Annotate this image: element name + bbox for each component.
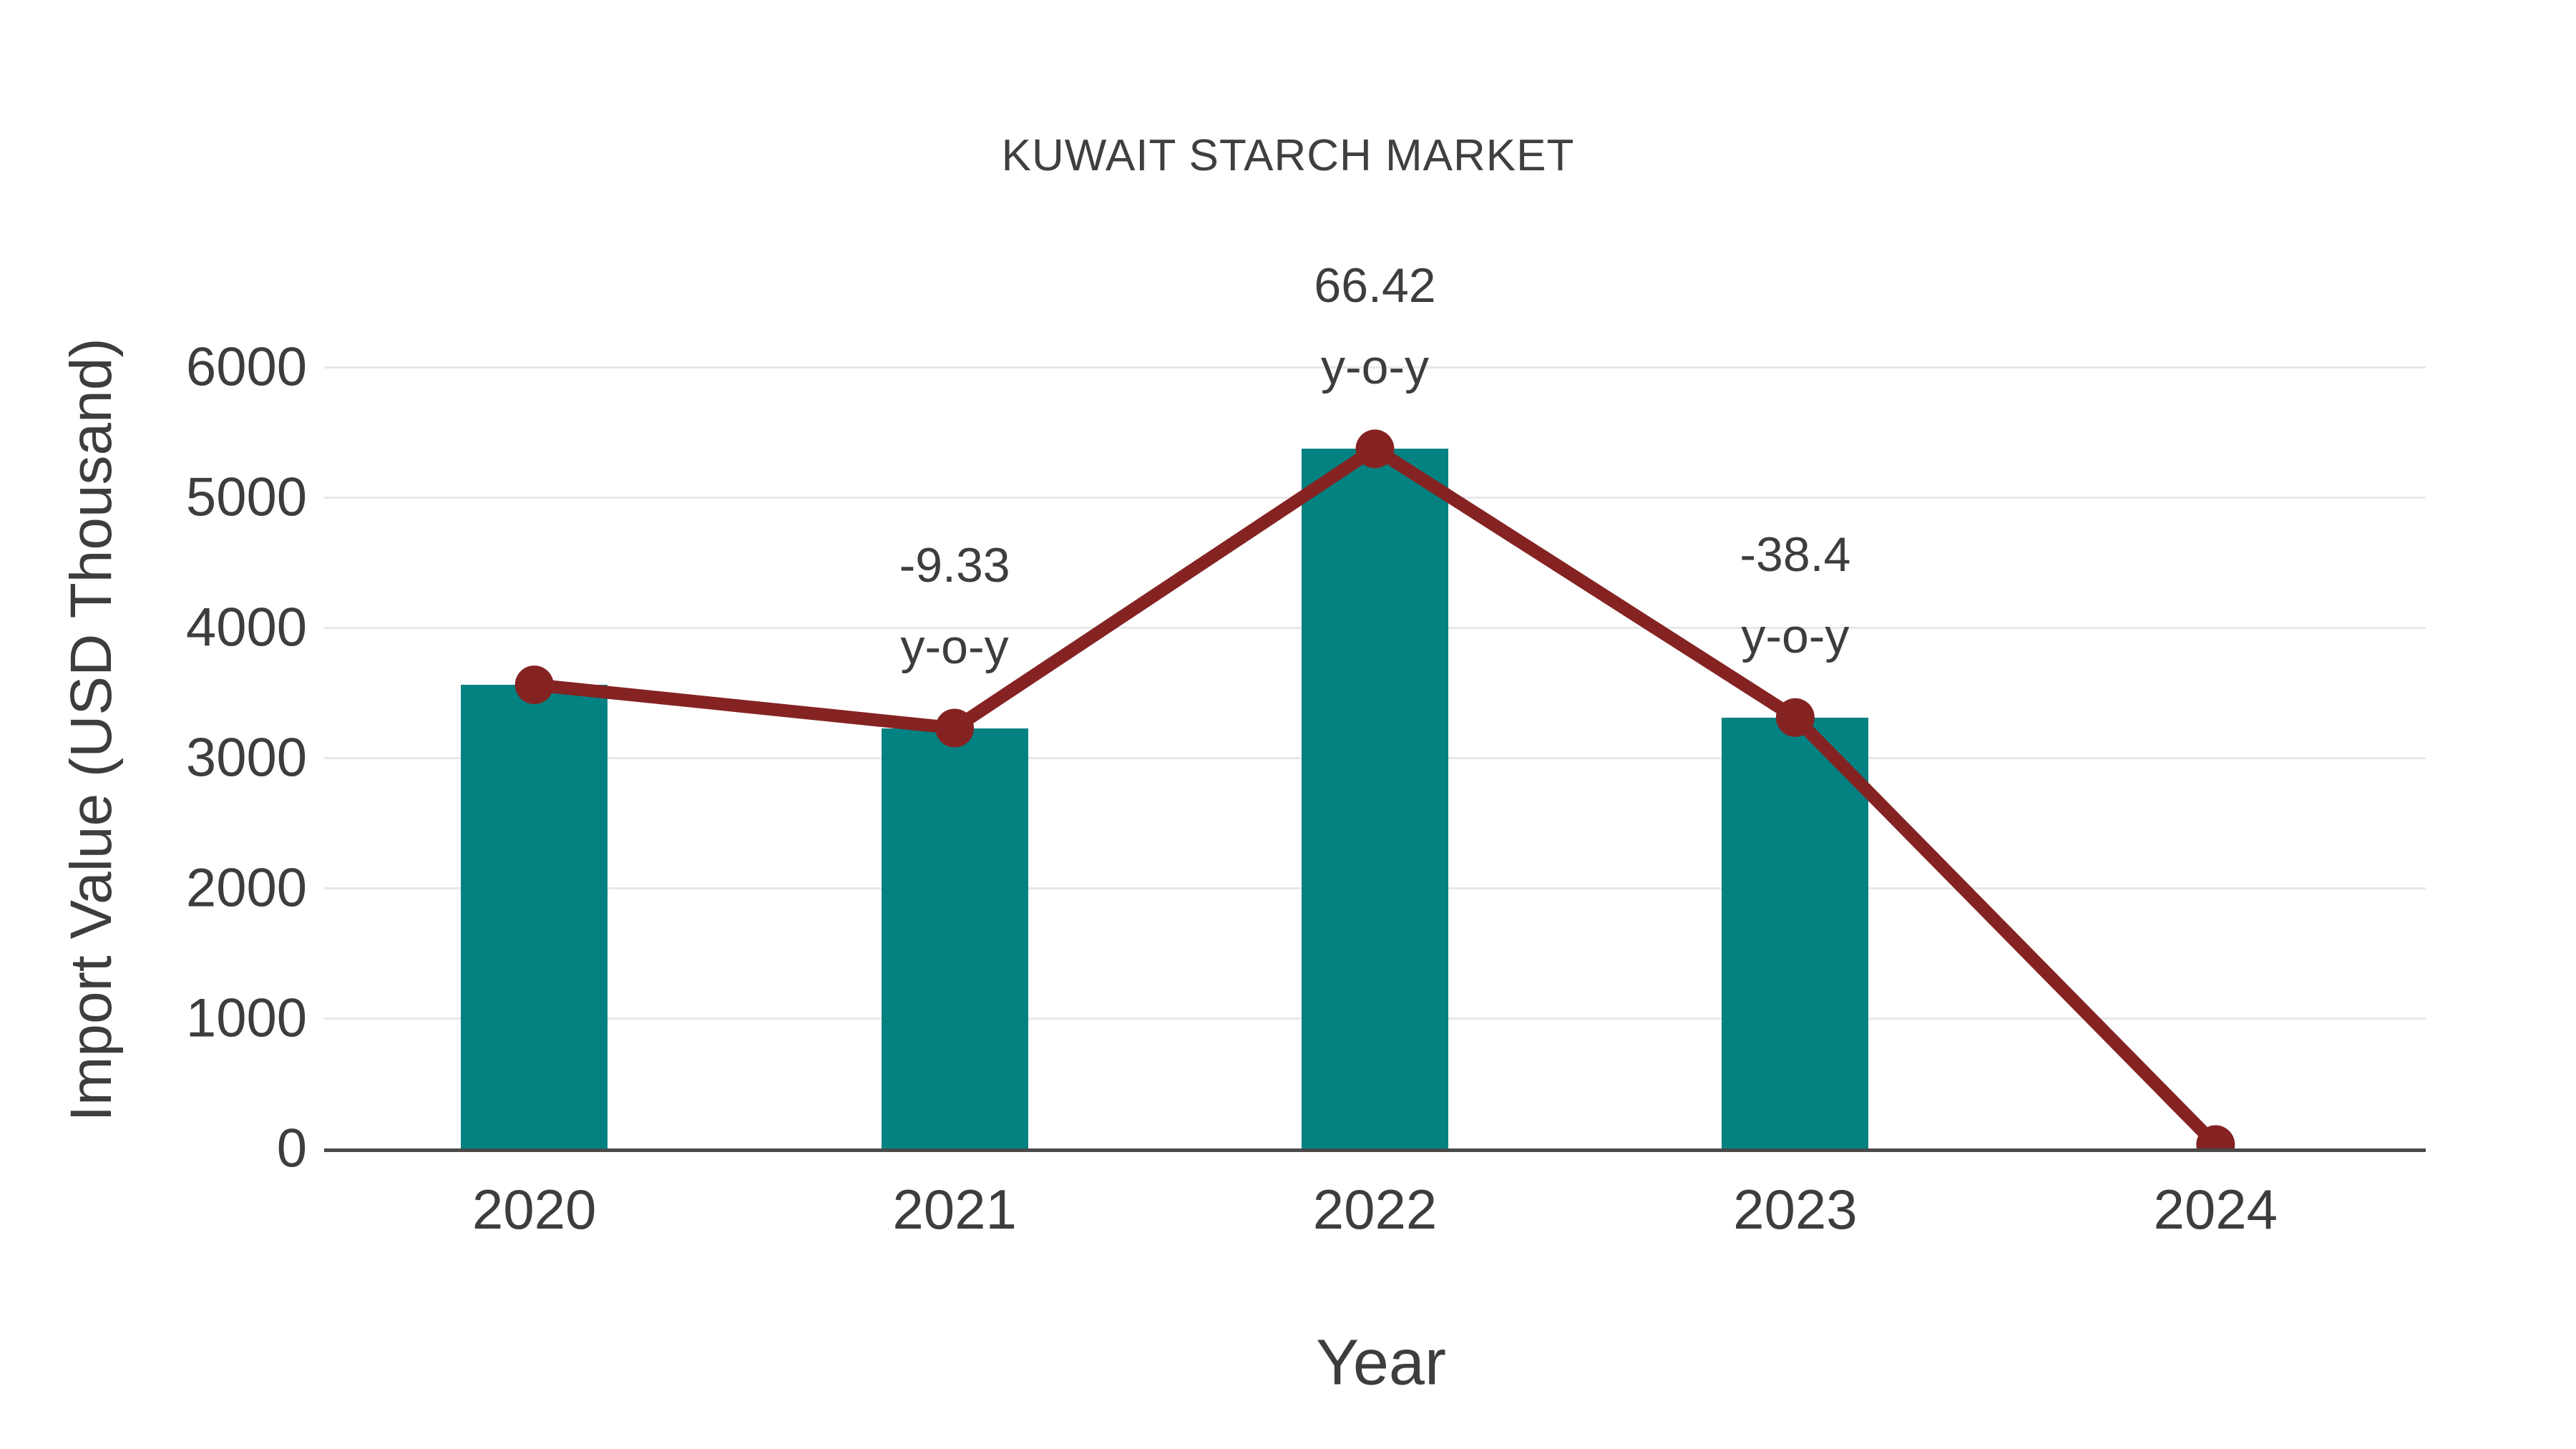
chart-title: KUWAIT STARCH MARKET	[1001, 131, 1575, 180]
x-tick-label-2022: 2022	[1312, 1178, 1438, 1241]
bar-2021	[881, 728, 1028, 1148]
yoy-value: 66.42	[1314, 258, 1436, 313]
data-point-2021	[935, 708, 975, 748]
trend-line	[533, 441, 2220, 1148]
x-tick-label-2024: 2024	[2153, 1178, 2278, 1241]
data-point-2020	[514, 665, 554, 705]
y-tick-label-6000: 6000	[185, 336, 307, 398]
y-tick-label-3000: 3000	[185, 727, 307, 789]
plot-area	[324, 366, 2426, 1152]
yoy-value: -38.4	[1740, 527, 1851, 582]
data-point-2024	[2196, 1125, 2235, 1148]
y-tick-label-0: 0	[276, 1118, 307, 1179]
x-tick-label-2021: 2021	[892, 1178, 1017, 1241]
y-tick-label-2000: 2000	[185, 857, 307, 919]
yoy-label: y-o-y	[1320, 340, 1430, 395]
bar-2020	[461, 685, 608, 1148]
yoy-annotation-2022: 66.42 y-o-y	[1314, 245, 1435, 408]
y-tick-label-4000: 4000	[185, 597, 307, 658]
y-tick-label-1000: 1000	[185, 987, 307, 1049]
trend-line-layer	[514, 429, 2235, 1148]
gridline-6000	[324, 366, 2426, 369]
yoy-annotation-2021: -9.33 y-o-y	[899, 525, 1010, 688]
x-tick-label-2020: 2020	[472, 1178, 597, 1241]
bar-2023	[1722, 717, 1869, 1148]
yoy-annotation-2023: -38.4 y-o-y	[1740, 514, 1850, 677]
x-axis-title: Year	[1316, 1327, 1446, 1399]
data-point-2022	[1355, 429, 1395, 469]
yoy-label: y-o-y	[900, 619, 1009, 674]
bar-2022	[1302, 449, 1448, 1148]
yoy-label: y-o-y	[1741, 608, 1850, 663]
yoy-value: -9.33	[899, 537, 1010, 592]
x-tick-label-2023: 2023	[1733, 1178, 1858, 1241]
data-point-2023	[1775, 698, 1815, 737]
y-tick-label-5000: 5000	[185, 467, 307, 528]
